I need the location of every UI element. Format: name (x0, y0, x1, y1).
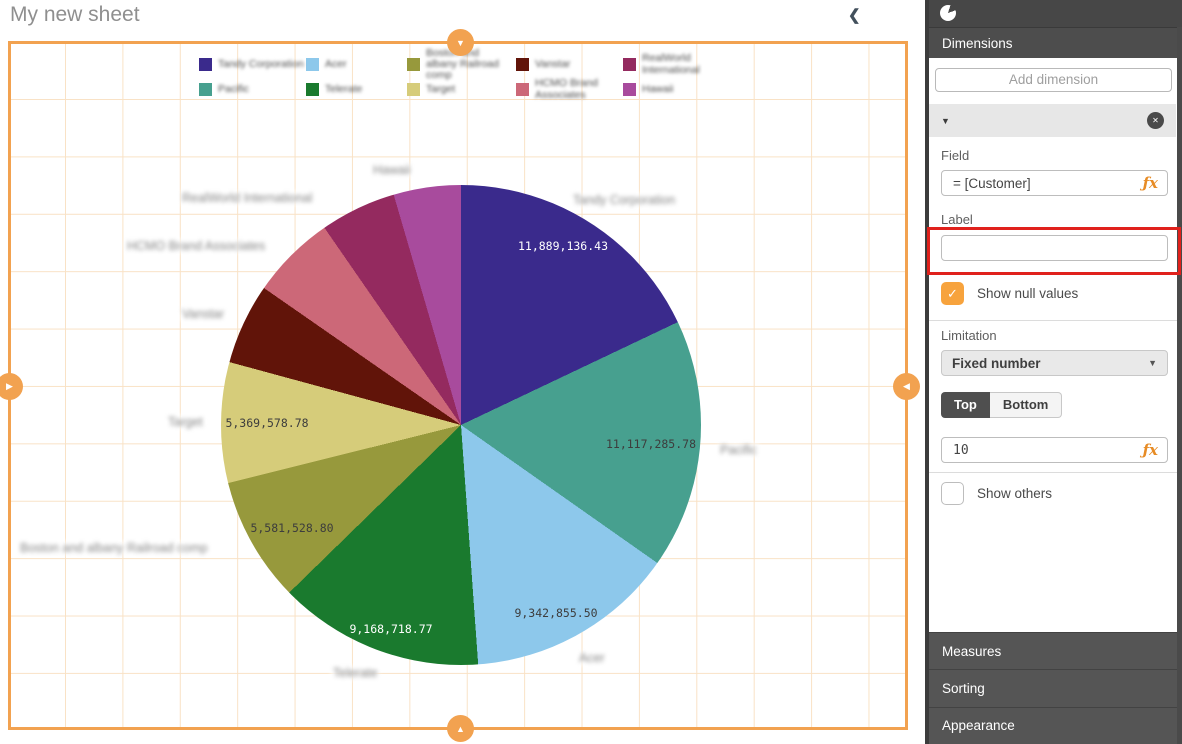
limitation-dropdown[interactable]: Fixed number ▼ (941, 350, 1168, 376)
resize-handle-right[interactable]: ◀ (893, 373, 920, 400)
slice-value-label: 5,581,528.80 (250, 521, 334, 535)
slice-outer-label: Tandy Corporation (571, 193, 678, 207)
measures-section-header[interactable]: Measures (925, 632, 1182, 670)
legend-swatch (623, 83, 636, 96)
legend-item[interactable]: Acer (306, 58, 407, 71)
properties-panel: Dimensions Add dimension ▼ ✕ Field ƒx La… (925, 0, 1182, 744)
field-input-box[interactable]: ƒx (941, 170, 1168, 196)
legend-item[interactable]: Tandy Corporation (199, 58, 306, 71)
limit-value-input[interactable] (951, 441, 1137, 459)
dimension-item-header[interactable]: ▼ ✕ (929, 104, 1176, 137)
show-null-checkbox[interactable]: ✓ (941, 282, 964, 305)
sheet-title: My new sheet (10, 3, 140, 26)
legend-label: Telerate (325, 82, 363, 95)
pie-chart[interactable] (221, 185, 701, 665)
label-input-box[interactable] (941, 235, 1168, 261)
legend-item[interactable]: Pacific (199, 83, 306, 96)
legend-swatch (306, 58, 319, 71)
legend-label: Tandy Corporation (218, 57, 304, 70)
field-label: Field (941, 148, 970, 163)
panel-topbar (925, 0, 1182, 27)
appearance-section-header[interactable]: Appearance (925, 706, 1182, 744)
legend-swatch (407, 58, 420, 71)
panel-accordions: Measures Sorting Appearance (925, 632, 1182, 744)
slice-outer-label: Boston and albany Railroad comp (18, 541, 210, 555)
resize-handle-top[interactable]: ▼ (447, 29, 474, 56)
slice-value-label: 5,369,578.78 (225, 416, 309, 430)
show-others-row[interactable]: ✓ Show others (941, 482, 1052, 505)
slice-outer-label: Vanstar (180, 307, 227, 321)
legend-swatch (516, 58, 529, 71)
top-bottom-toggle: Top Bottom (941, 392, 1063, 418)
legend-item[interactable]: RealWorld International (623, 53, 713, 75)
legend-label: Acer (325, 57, 347, 70)
sheet-canvas: My new sheet ❮ ▼ ▲ ▶ ◀ Tandy Corporation… (0, 3, 920, 742)
back-chevron-icon[interactable]: ❮ (848, 7, 861, 24)
slice-value-label: 9,168,718.77 (349, 622, 433, 636)
limitation-label: Limitation (941, 328, 997, 343)
legend-label: HCMO Brand Associates (535, 77, 599, 101)
add-dimension-button[interactable]: Add dimension (935, 68, 1172, 92)
dropdown-caret-icon: ▼ (1148, 358, 1157, 368)
slice-outer-label: Telerate (331, 666, 380, 680)
legend-swatch (199, 58, 212, 71)
remove-dimension-icon[interactable]: ✕ (1147, 112, 1164, 129)
limit-value-box[interactable]: ƒx (941, 437, 1168, 463)
slice-outer-label: Target (166, 415, 205, 429)
legend-item[interactable]: Vanstar (516, 58, 623, 71)
show-others-checkbox[interactable]: ✓ (941, 482, 964, 505)
panel-left-edge (925, 0, 929, 744)
pie-chart-type-icon (940, 5, 956, 21)
bottom-button[interactable]: Bottom (989, 392, 1063, 418)
legend-label: Hawaii (642, 82, 674, 95)
slice-outer-label: HCMO Brand Associates (125, 239, 268, 253)
slice-outer-label: Pacific (718, 443, 759, 457)
legend-item[interactable]: Telerate (306, 83, 407, 96)
legend-label: Vanstar (535, 57, 571, 70)
show-null-label: Show null values (977, 286, 1079, 301)
label-input[interactable] (951, 239, 1158, 257)
fx-expression-icon[interactable]: ƒx (1142, 174, 1158, 192)
resize-handle-bottom[interactable]: ▲ (447, 715, 474, 742)
dimensions-section-body: Add dimension ▼ ✕ Field ƒx Label ✓ Show … (925, 58, 1182, 632)
legend-label: Target (426, 82, 456, 95)
divider (925, 320, 1177, 321)
field-expression-input[interactable] (951, 174, 1137, 192)
chart-legend: Tandy Corporation Pacific Acer Telerate Bost… (199, 47, 713, 102)
fx-expression-icon[interactable]: ƒx (1142, 441, 1158, 459)
slice-outer-label: Acer (577, 651, 607, 665)
sorting-section-header[interactable]: Sorting (925, 669, 1182, 707)
legend-swatch (407, 83, 420, 96)
legend-swatch (516, 83, 529, 96)
legend-label: Pacific (218, 82, 249, 95)
slice-outer-label: RealWorld International (180, 191, 315, 205)
dimensions-section-header[interactable]: Dimensions (925, 27, 1182, 58)
slice-value-label: 9,342,855.50 (514, 606, 598, 620)
pie-chart-object[interactable]: ▼ ▲ ▶ ◀ Tandy Corporation Pacific Acer Tele… (0, 29, 920, 742)
label-label: Label (941, 212, 973, 227)
legend-label: RealWorld International (642, 52, 700, 76)
legend-item[interactable]: HCMO Brand Associates (516, 78, 623, 100)
panel-scrollbar[interactable] (1177, 27, 1182, 744)
slice-value-label: 11,117,285.78 (605, 437, 697, 451)
slice-outer-label: Hawaii (371, 163, 413, 177)
legend-swatch (306, 83, 319, 96)
divider (925, 472, 1177, 473)
legend-item[interactable]: Target (407, 83, 516, 96)
limitation-selected-value: Fixed number (952, 355, 1041, 371)
slice-value-label: 11,889,136.43 (517, 239, 609, 253)
show-others-label: Show others (977, 486, 1053, 501)
top-button[interactable]: Top (941, 392, 990, 418)
show-null-row[interactable]: ✓ Show null values (941, 282, 1078, 305)
collapse-caret-icon[interactable]: ▼ (941, 115, 950, 126)
legend-swatch (623, 58, 636, 71)
legend-swatch (199, 83, 212, 96)
legend-item[interactable]: Hawaii (623, 83, 713, 96)
resize-handle-left[interactable]: ▶ (0, 373, 23, 400)
